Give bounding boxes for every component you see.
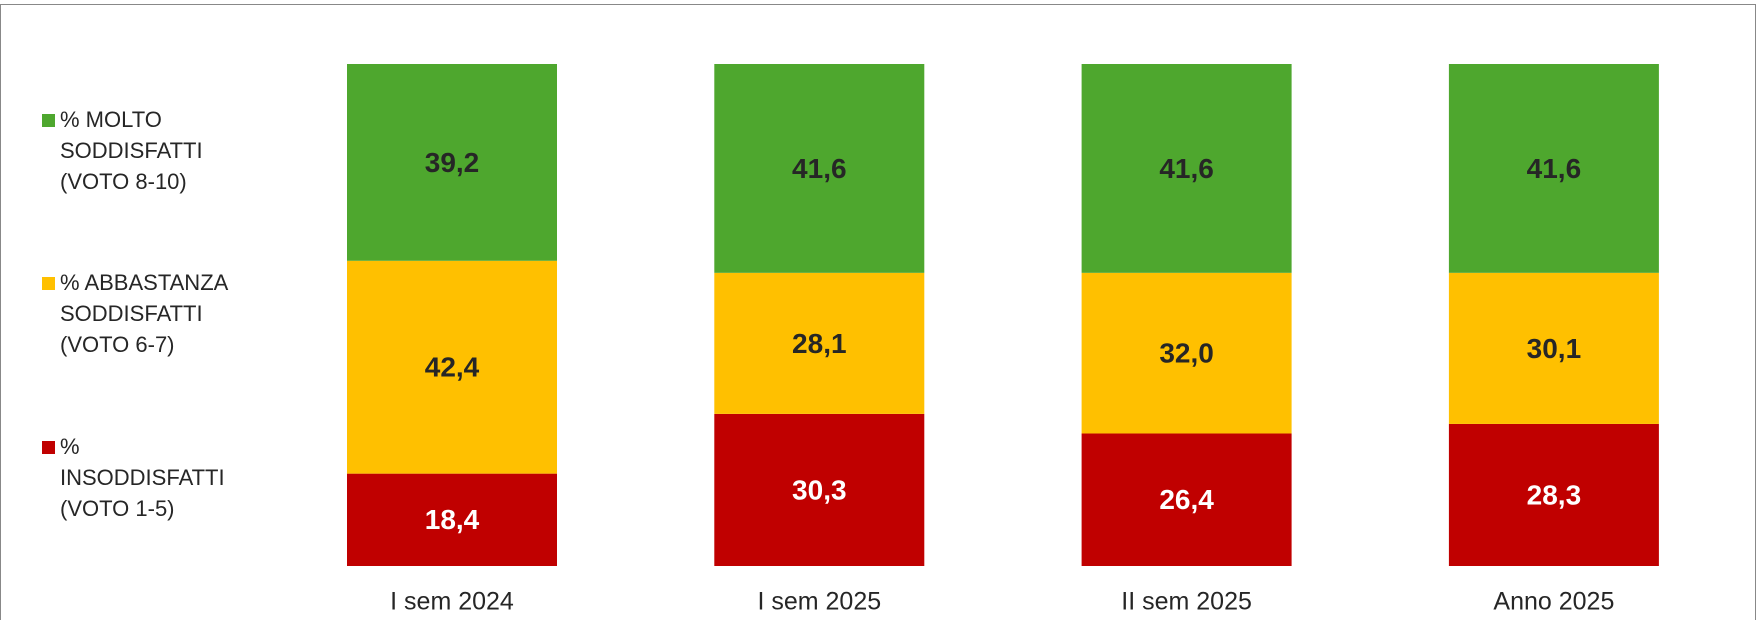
x-tick-label: Anno 2025 [1493, 588, 1614, 616]
value-label: 32,0 [1159, 338, 1214, 369]
bar-segment [714, 64, 925, 273]
value-label: 41,6 [792, 153, 847, 184]
bar-segment [347, 473, 557, 566]
bar-segment [714, 413, 925, 566]
value-label: 39,2 [425, 147, 480, 178]
value-label: 42,4 [425, 352, 480, 383]
bar-segment [1081, 64, 1292, 273]
bar-segment [1448, 272, 1659, 424]
legend-label: % MOLTO SODDISFATTI (VOTO 8-10) [60, 107, 203, 194]
value-label: 41,6 [1159, 153, 1214, 184]
bar-segment [714, 272, 925, 414]
value-label: 28,1 [792, 328, 847, 359]
x-tick-label: I sem 2025 [757, 588, 881, 616]
legend-label: % ABBASTANZA SODDISFATTI (VOTO 6-7) [60, 270, 228, 357]
x-tick-label: II sem 2025 [1121, 588, 1252, 616]
value-label: 30,3 [792, 474, 847, 505]
bar-segment [1081, 272, 1292, 434]
legend-swatch [42, 114, 55, 127]
legend-swatch [42, 441, 55, 454]
frame [0, 4, 1756, 620]
value-label: 30,1 [1527, 333, 1582, 364]
legend-label: % INSODDISFATTI (VOTO 1-5) [60, 434, 225, 521]
bar-segment [347, 260, 557, 474]
value-label: 26,4 [1159, 484, 1214, 515]
value-label: 28,3 [1527, 479, 1582, 510]
legend-swatch [42, 277, 55, 290]
value-label: 18,4 [425, 504, 480, 535]
bar-segment [347, 64, 557, 261]
bar-segment [1448, 423, 1659, 566]
x-tick-label: I sem 2024 [390, 588, 514, 616]
bar-segment [1081, 433, 1292, 566]
bar-segment [1448, 64, 1659, 273]
value-label: 41,6 [1527, 153, 1582, 184]
